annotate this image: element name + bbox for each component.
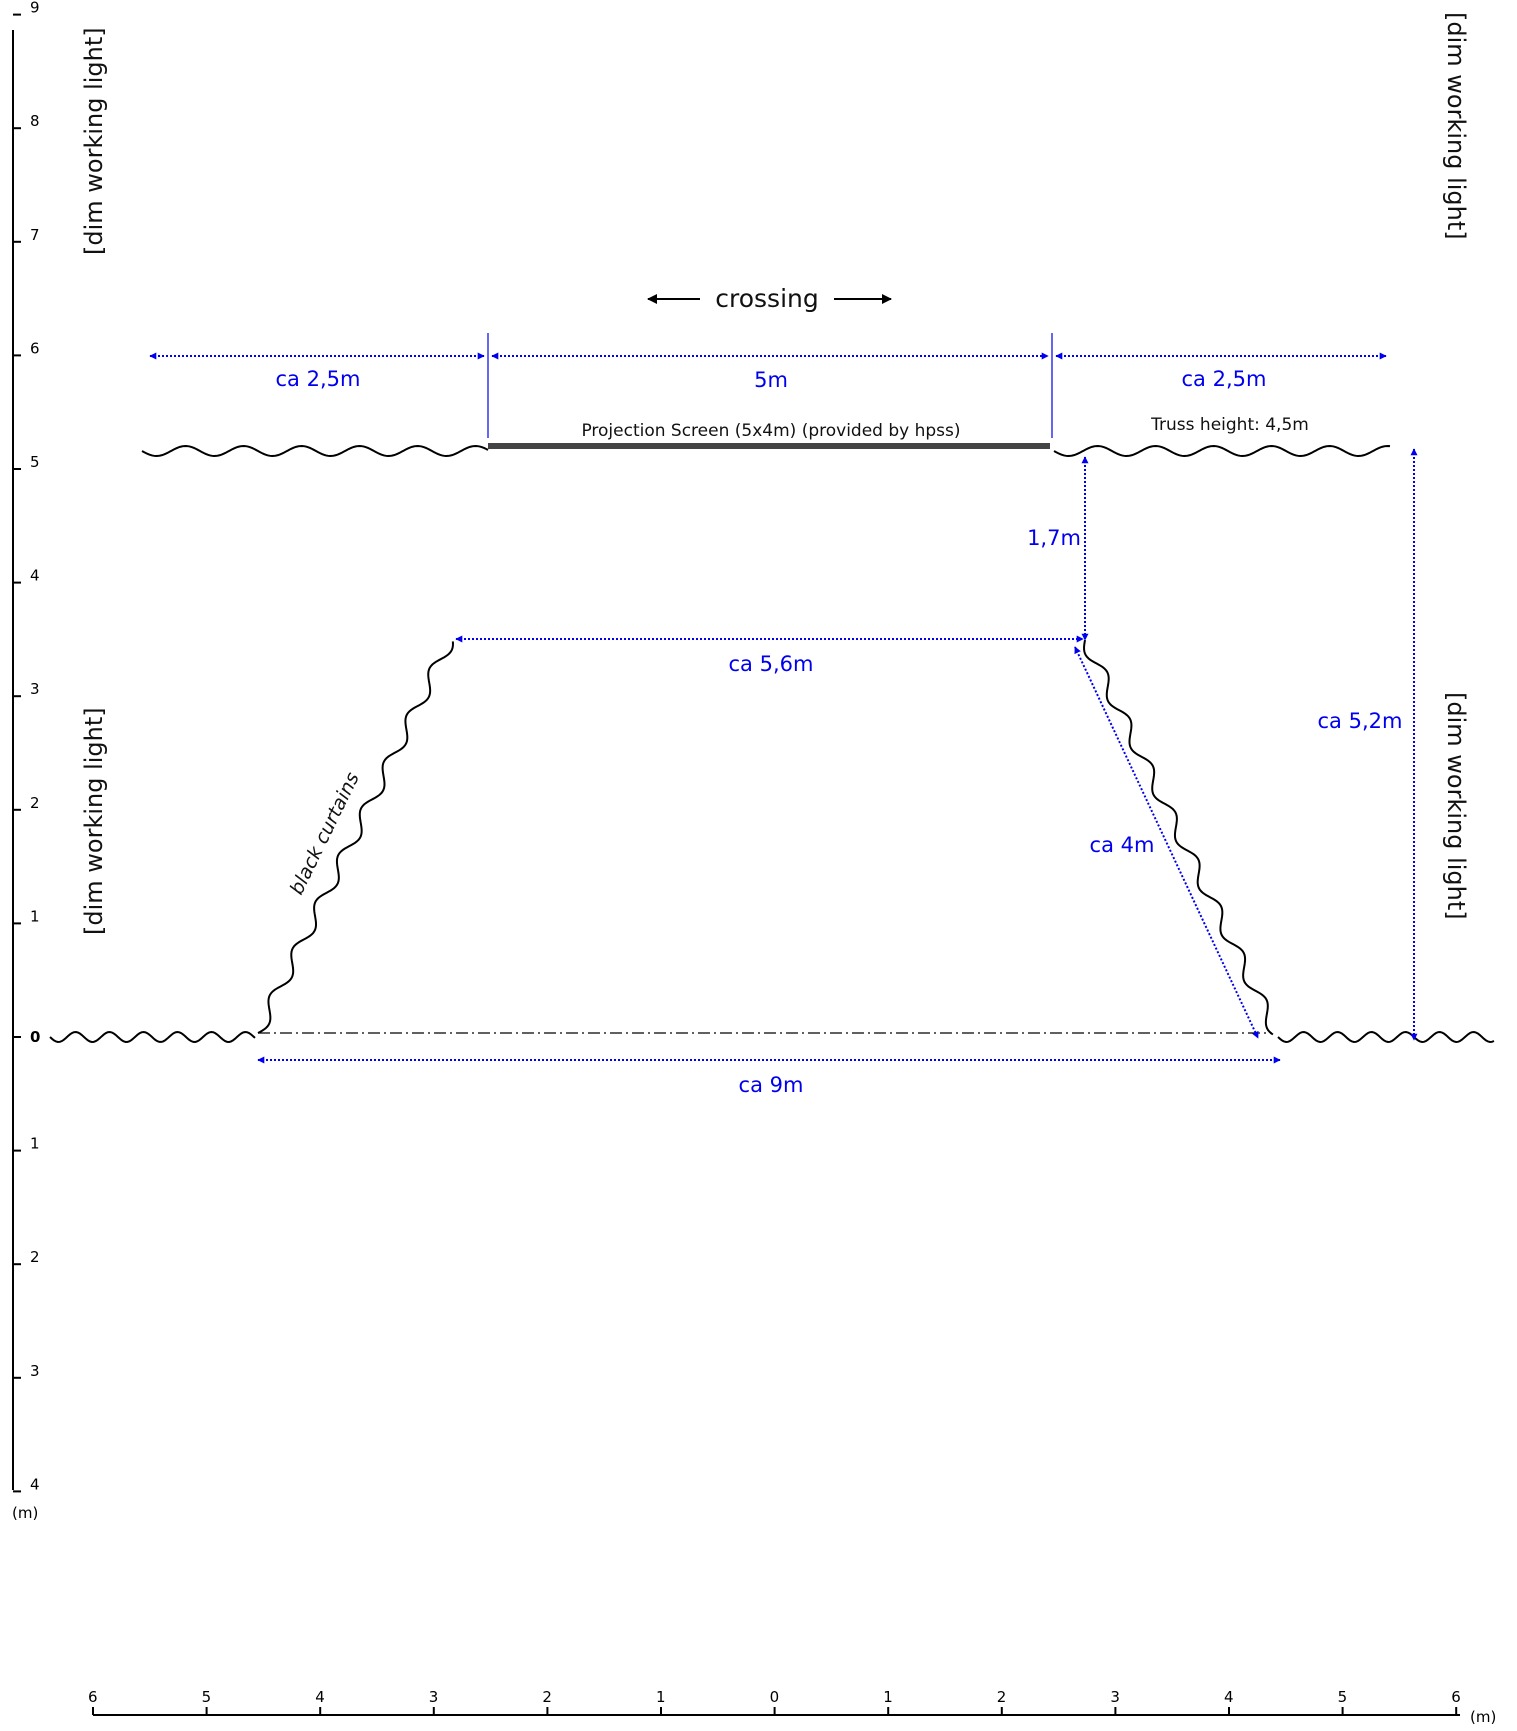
bottom-tick-label: 4 — [1224, 1688, 1234, 1706]
left-tick-label: 7 — [30, 226, 40, 244]
bottom-tick-label: 4 — [315, 1688, 325, 1706]
top-opening-label: ca 5,6m — [729, 652, 814, 676]
left-tick-label: 8 — [30, 112, 40, 130]
bottom-tick-label: 5 — [202, 1688, 212, 1706]
left-tick-label: 6 — [30, 339, 40, 357]
bottom-tick-label: 1 — [883, 1688, 893, 1706]
bottom-axis-unit: (m) — [1470, 1708, 1496, 1726]
left-axis-unit: (m) — [12, 1504, 38, 1522]
floor-right-curtain — [1277, 1031, 1495, 1043]
crossing-label: crossing — [715, 284, 818, 313]
bottom-tick-label: 3 — [1110, 1688, 1120, 1706]
screen-span-label: 5m — [754, 368, 788, 392]
side-curtain-left — [257, 641, 454, 1034]
left-tick-label: 5 — [30, 453, 40, 471]
bottom-tick-label: 5 — [1338, 1688, 1348, 1706]
screen-label: Projection Screen (5x4m) (provided by hp… — [581, 421, 960, 441]
left-tick-label: 2 — [30, 794, 40, 812]
bottom-tick-label: 0 — [770, 1688, 780, 1706]
working-light-bottom-left: [dim working light] — [80, 707, 108, 935]
left-span-label: ca 2,5m — [276, 367, 361, 391]
bottom-tick-label: 2 — [997, 1688, 1007, 1706]
left-tick-label: 1 — [30, 907, 40, 925]
black-curtains-label: black curtains — [286, 769, 364, 898]
bottom-tick-label: 1 — [656, 1688, 666, 1706]
working-light-top-right: [dim working light] — [1442, 12, 1470, 240]
left-tick-label: 4 — [30, 567, 40, 585]
left-tick-label: 3 — [30, 1362, 40, 1380]
bottom-axis: 6 5 4 3 2 1 0 1 2 3 4 5 6 (m) — [88, 1688, 1496, 1726]
height-label: ca 5,2m — [1318, 709, 1403, 733]
left-tick-label: 2 — [30, 1248, 40, 1266]
bottom-opening-label: ca 9m — [739, 1073, 804, 1097]
left-tick-label-zero: 0 — [30, 1028, 40, 1046]
gap-label: 1,7m — [1027, 526, 1081, 550]
left-tick-label: 1 — [30, 1135, 40, 1153]
diagonal-label: ca 4m — [1090, 833, 1155, 857]
truss-height-label: Truss height: 4,5m — [1150, 415, 1309, 435]
working-light-bottom-right: [dim working light] — [1442, 692, 1470, 920]
working-light-top-left: [dim working light] — [80, 27, 108, 255]
left-axis: 9 8 7 6 5 4 3 2 1 0 1 2 3 4 (m) — [12, 0, 40, 1522]
left-tick-label: 9 — [30, 0, 40, 17]
truss-right-curtain — [1053, 445, 1391, 457]
bottom-tick-label: 6 — [88, 1688, 98, 1706]
floor-left-curtain — [49, 1030, 256, 1043]
bottom-tick-label: 3 — [429, 1688, 439, 1706]
bottom-tick-label: 6 — [1451, 1688, 1461, 1706]
bottom-tick-label: 2 — [542, 1688, 552, 1706]
left-tick-label: 3 — [30, 680, 40, 698]
truss-left-curtain — [141, 445, 489, 457]
left-tick-label: 4 — [30, 1475, 40, 1493]
right-span-label: ca 2,5m — [1182, 367, 1267, 391]
